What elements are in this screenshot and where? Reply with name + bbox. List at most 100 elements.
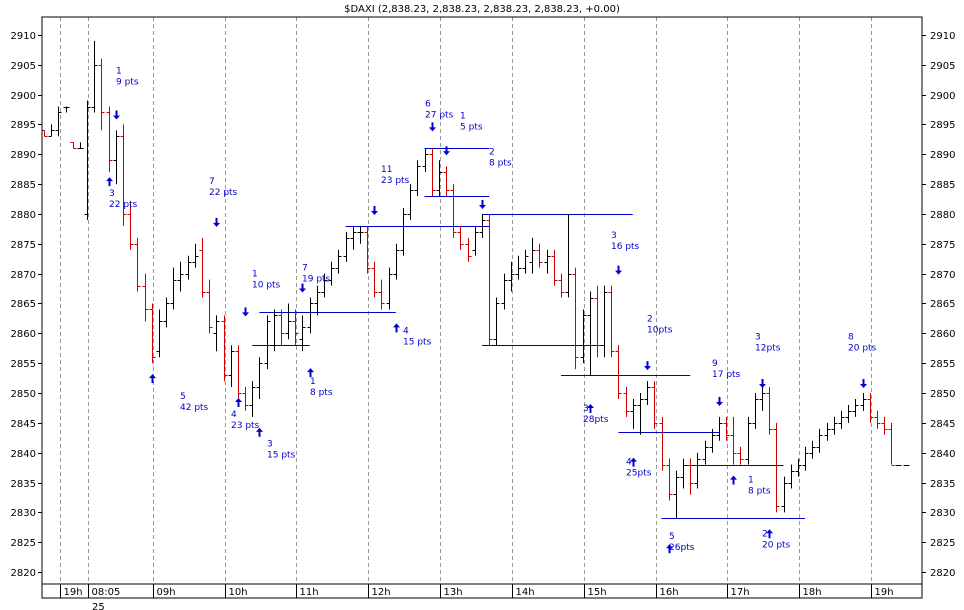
y-tick-label-right-2885: 2885 xyxy=(930,180,955,191)
x-tick-label-8: 15h xyxy=(588,587,607,598)
ohlc-bar-119 xyxy=(895,465,902,466)
y-tick-label-right-2910: 2910 xyxy=(930,31,955,42)
annotation-11-line-0: 6 xyxy=(425,100,431,110)
annotation-5-line-1: 42 pts xyxy=(180,403,209,413)
arrow-up-icon xyxy=(730,475,737,485)
arrow-down-icon xyxy=(113,110,120,120)
arrow-up-icon xyxy=(587,403,594,413)
x-tick-label-7: 14h xyxy=(516,587,535,598)
arrow-down-icon xyxy=(429,122,436,132)
ohlc-bar-84 xyxy=(644,381,651,405)
ohlc-bar-101 xyxy=(766,387,773,435)
annotation-17-line-0: 4 xyxy=(626,458,632,468)
arrow-up-icon xyxy=(393,323,400,333)
annotation-7-line-0: 3 xyxy=(267,440,273,450)
ohlc-bar-47 xyxy=(378,279,385,310)
y-tick-label-right-2840: 2840 xyxy=(930,449,955,460)
arrow-down-icon xyxy=(716,396,723,406)
annotation-5-line-0: 5 xyxy=(180,392,186,402)
y-tick-label-left-2845: 2845 xyxy=(11,419,36,430)
ohlc-bar-50 xyxy=(400,207,407,256)
annotation-10-line-0: 4 xyxy=(403,326,409,336)
ohlc-bar-38 xyxy=(314,285,321,316)
x-tick-label-5: 12h xyxy=(372,587,391,598)
annotation-23-line-0: 8 xyxy=(848,332,854,342)
annotation-8-line-1: 8 pts xyxy=(310,388,333,398)
ohlc-bar-51 xyxy=(407,184,414,220)
ohlc-bar-53 xyxy=(422,148,429,173)
ohlc-bar-71 xyxy=(551,249,558,286)
level-lines xyxy=(252,148,806,519)
ohlc-bar-77 xyxy=(594,285,601,358)
y-tick-label-left-2855: 2855 xyxy=(11,359,36,370)
annotation-21-line-0: 1 xyxy=(748,476,754,486)
ohlc-bar-3 xyxy=(63,106,70,113)
ohlc-bar-114 xyxy=(860,393,867,411)
arrow-up-icon xyxy=(106,177,113,187)
ohlc-bar-110 xyxy=(831,416,838,435)
annotation-13-line-1: 8 pts xyxy=(489,158,512,168)
ohlc-bar-27 xyxy=(235,345,242,399)
ohlc-bar-75 xyxy=(580,309,587,364)
ohlc-bar-48 xyxy=(386,267,393,310)
annotation-2-line-1: 22 pts xyxy=(209,188,238,198)
x-axis-band xyxy=(41,583,923,599)
ohlc-bar-25 xyxy=(221,315,228,382)
annotation-1-line-1: 22 pts xyxy=(109,200,138,210)
ohlc-bar-117 xyxy=(881,416,888,435)
chart-title: $DAXI (2,838.23, 2,838.23, 2,838.23, 2,8… xyxy=(344,4,620,15)
ohlc-bar-115 xyxy=(867,393,874,423)
ohlc-bar-102 xyxy=(773,422,780,513)
ohlc-bar-29 xyxy=(249,381,256,417)
ohlc-bar-100 xyxy=(759,387,766,411)
ohlc-bar-4 xyxy=(70,142,77,149)
ohlc-bar-13 xyxy=(134,237,141,292)
x-tick-label-3: 10h xyxy=(229,587,248,598)
y-tick-label-right-2900: 2900 xyxy=(930,91,955,102)
ohlc-bar-87 xyxy=(666,458,673,501)
annotation-13-line-0: 2 xyxy=(489,147,495,157)
ohlc-bar-23 xyxy=(206,279,213,334)
ohlc-bar-34 xyxy=(285,303,292,340)
ohlc-bar-105 xyxy=(795,458,802,477)
ohlc-bar-108 xyxy=(816,428,823,453)
ohlc-bar-18 xyxy=(170,267,177,310)
arrow-down-icon xyxy=(443,146,450,156)
y-tick-label-right-2895: 2895 xyxy=(930,120,955,131)
annotation-20-line-0: 5 xyxy=(669,532,675,542)
annotation-8-line-0: 1 xyxy=(310,377,316,387)
ohlc-bar-72 xyxy=(558,273,565,298)
ohlc-bar-70 xyxy=(544,249,551,274)
ohlc-bar-104 xyxy=(788,464,795,489)
y-tick-label-right-2825: 2825 xyxy=(930,538,955,549)
ohlc-bar-9 xyxy=(106,106,113,173)
signal-arrows xyxy=(106,110,867,554)
ohlc-bar-52 xyxy=(414,160,421,197)
y-tick-label-right-2870: 2870 xyxy=(930,270,955,281)
ohlc-bar-15 xyxy=(149,303,156,364)
y-tick-label-left-2875: 2875 xyxy=(11,240,36,251)
ohlc-bar-58 xyxy=(457,225,464,250)
annotation-3-line-0: 1 xyxy=(252,270,258,280)
y-tick-label-left-2835: 2835 xyxy=(11,479,36,490)
ohlc-bar-46 xyxy=(371,261,378,298)
ohlc-bar-120 xyxy=(903,465,910,466)
ohlc-bar-60 xyxy=(472,225,479,256)
ohlc-bar-68 xyxy=(529,237,536,274)
ohlc-bar-86 xyxy=(659,416,666,471)
arrow-down-icon xyxy=(299,283,306,293)
ohlc-bar-69 xyxy=(536,243,543,268)
ohlc-bar-91 xyxy=(694,452,701,489)
arrow-down-icon xyxy=(615,265,622,275)
y-tick-label-left-2905: 2905 xyxy=(11,61,36,72)
ohlc-bar-12 xyxy=(127,202,134,250)
ohlc-bar-8 xyxy=(98,58,105,131)
ohlc-bar-30 xyxy=(256,357,263,399)
arrow-down-icon xyxy=(860,379,867,389)
arrow-down-icon xyxy=(644,361,651,371)
annotation-10-line-1: 15 pts xyxy=(403,337,432,347)
ohlc-bar-33 xyxy=(278,309,285,346)
arrow-up-icon xyxy=(235,397,242,407)
ohlc-bar-79 xyxy=(608,285,615,358)
